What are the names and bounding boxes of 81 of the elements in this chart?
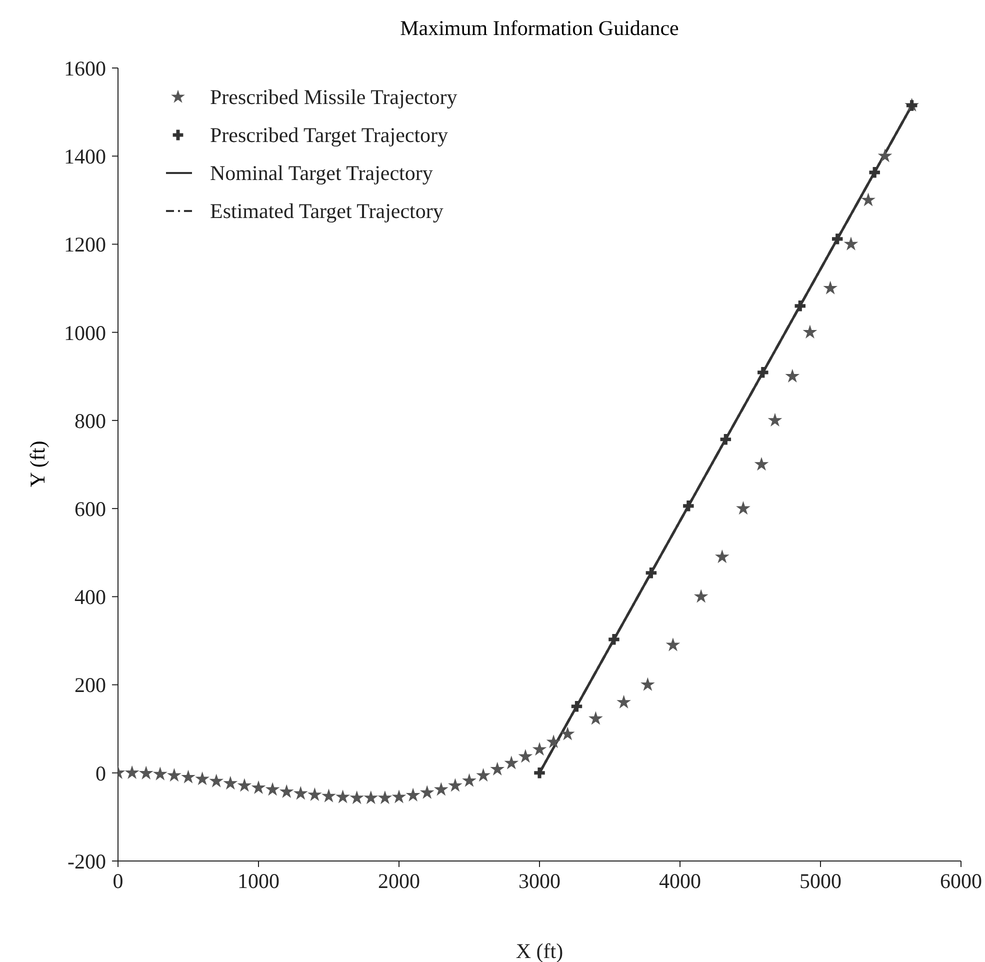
point (560, 726, 575, 740)
point (683, 500, 694, 512)
point (666, 638, 680, 652)
point (832, 234, 843, 244)
x-tick-label: 2000 (378, 868, 420, 893)
point (869, 167, 880, 178)
point (322, 788, 336, 802)
point (768, 412, 782, 427)
y-tick-label: 1600 (64, 56, 106, 80)
point (279, 784, 294, 798)
point (124, 765, 140, 779)
point (152, 766, 168, 780)
y-tick-label: 1200 (64, 232, 106, 257)
y-tick-label: 1000 (64, 320, 106, 345)
point (758, 367, 768, 378)
point (209, 774, 224, 788)
x-tick-label: 4000 (659, 868, 701, 893)
y-tick-label: 400 (74, 585, 106, 610)
point (546, 734, 561, 748)
point (378, 790, 392, 804)
point (608, 634, 620, 645)
point (640, 677, 655, 691)
point (167, 768, 182, 782)
point (571, 701, 582, 712)
point (694, 589, 708, 603)
point (223, 776, 238, 790)
point (878, 148, 892, 162)
point (462, 773, 476, 787)
point (308, 787, 322, 802)
point (476, 768, 490, 782)
point (504, 756, 519, 770)
legend-label: Estimated Target Trajectory (210, 198, 444, 224)
y-tick-label: 0 (96, 761, 106, 786)
y-tick-label: -200 (68, 849, 106, 874)
point (237, 778, 252, 792)
point (265, 782, 280, 796)
y-tick-label: 1400 (64, 144, 106, 169)
point (906, 100, 918, 111)
point (490, 762, 505, 776)
point (181, 770, 196, 784)
point (588, 711, 603, 725)
legend-label: Nominal Target Trajectory (210, 160, 433, 186)
point (434, 782, 448, 796)
x-tick-label: 6000 (940, 868, 982, 893)
y-axis-title: Y (ft) (26, 440, 50, 488)
point (754, 456, 769, 471)
point (646, 568, 657, 578)
y-tick-label: 200 (74, 673, 106, 698)
point (138, 766, 154, 780)
point (861, 192, 876, 206)
point (736, 501, 750, 515)
point (195, 772, 210, 786)
x-tick-label: 5000 (800, 868, 842, 893)
point (720, 434, 732, 445)
point (794, 300, 806, 312)
point (392, 790, 406, 804)
legend-label: Prescribed Missile Trajectory (210, 84, 458, 110)
legend-label: Prescribed Target Trajectory (210, 122, 448, 148)
point (802, 324, 818, 338)
y-tick-label: 800 (74, 408, 106, 433)
point (616, 694, 631, 709)
point (336, 790, 350, 804)
y-tick-label: 600 (74, 497, 106, 522)
x-tick-label: 0 (112, 868, 124, 893)
point (420, 785, 434, 799)
point (406, 788, 420, 802)
chart-title: Maximum Information Guidance (399, 16, 680, 41)
point (364, 790, 378, 804)
point (534, 768, 545, 778)
point (823, 280, 838, 294)
x-tick-label: 3000 (518, 868, 560, 893)
point (714, 549, 730, 564)
point (785, 368, 800, 382)
point (518, 749, 533, 763)
point (448, 778, 462, 792)
point (251, 780, 266, 794)
x-tick-label: 1000 (238, 868, 280, 893)
point (350, 790, 364, 804)
point (293, 786, 308, 800)
point (844, 236, 858, 250)
point (532, 742, 547, 756)
